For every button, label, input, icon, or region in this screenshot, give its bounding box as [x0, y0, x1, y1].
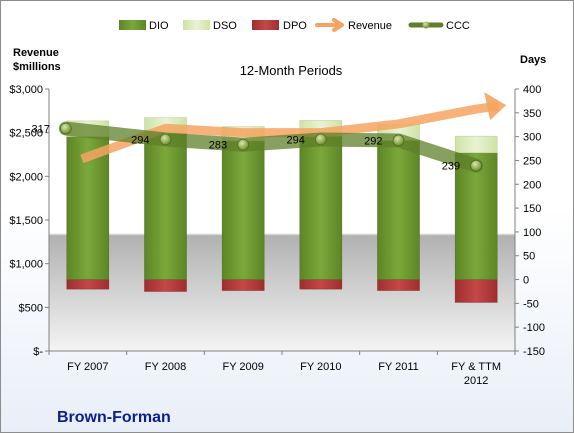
bar-dpo [377, 279, 420, 291]
right-axis-tick-label: -50 [523, 298, 539, 310]
ccc-marker [470, 159, 483, 172]
x-axis-category-label: FY 2007 [67, 361, 108, 373]
bar-dio [221, 140, 265, 280]
legend: DIO DSO DPO Revenue CCC [119, 18, 470, 32]
legend-label-dio: DIO [149, 20, 169, 32]
left-axis-tick-label: $500 [19, 302, 43, 314]
x-axis-category-label: FY 2011 [378, 361, 419, 373]
right-axis-tick-label: 200 [523, 179, 541, 191]
revenue-arrowhead [484, 92, 507, 121]
legend-swatch-revenue [315, 18, 344, 32]
bar-dio [377, 140, 420, 280]
ccc-marker [314, 133, 327, 146]
legend-swatch-ccc-marker [422, 21, 430, 29]
bar-dio [454, 152, 498, 280]
ccc-data-label: 292 [364, 135, 382, 147]
left-axis-tick-label: $2,000 [9, 171, 43, 183]
right-axis-tick-label: 100 [523, 227, 541, 239]
right-axis-tick-label: 0 [523, 275, 529, 287]
left-axis-title-line1: Revenue [13, 47, 59, 59]
bar-dpo [144, 279, 187, 292]
legend-label-revenue: Revenue [348, 20, 392, 32]
x-axis-category-label: FY & TTM [451, 361, 501, 373]
ccc-data-label: 294 [131, 134, 149, 146]
ccc-data-label: 317 [31, 124, 49, 136]
bar-dso [454, 135, 498, 154]
x-axis-category-label: 2012 [464, 375, 488, 387]
x-axis-category-label: FY 2009 [222, 361, 263, 373]
x-axis-category-label: FY 2008 [145, 361, 186, 373]
right-axis-tick-label: 350 [523, 108, 541, 120]
bar-dpo [454, 279, 498, 303]
legend-label-dso: DSO [213, 20, 237, 32]
chart-title: 12-Month Periods [240, 63, 343, 78]
left-axis-tick-label: $1,000 [9, 259, 43, 271]
right-axis-tick-label: 150 [523, 203, 541, 215]
ccc-data-label: 294 [286, 134, 304, 146]
legend-label-dpo: DPO [283, 20, 307, 32]
bar-dpo [299, 279, 343, 290]
right-axis-title: Days [520, 54, 546, 66]
legend-swatch-dpo [252, 20, 279, 30]
bar-dio [299, 135, 343, 280]
ccc-marker [237, 138, 250, 151]
right-axis-tick-label: 300 [523, 132, 541, 144]
ccc-data-label: 283 [209, 140, 227, 152]
left-axis-tick-label: $- [33, 346, 43, 358]
right-axis-tick-label: 50 [523, 251, 535, 263]
ccc-marker [392, 134, 405, 147]
left-axis-title-line2: $millions [13, 61, 61, 73]
bar-dpo [66, 279, 110, 290]
right-axis-tick-label: -150 [523, 346, 545, 358]
legend-label-ccc: CCC [446, 20, 470, 32]
x-axis-category-label: FY 2010 [300, 361, 341, 373]
ccc-data-label: 239 [442, 161, 460, 173]
right-axis-tick-label: 400 [523, 84, 541, 96]
legend-swatch-dio [119, 20, 146, 30]
right-axis-tick-label: 250 [523, 155, 541, 167]
company-label: Brown-Forman [57, 409, 171, 426]
right-axis-tick-label: -100 [523, 322, 545, 334]
bar-dpo [221, 279, 265, 291]
left-axis-tick-label: $3,000 [9, 84, 43, 96]
ccc-marker [59, 122, 72, 135]
ccc-marker [159, 133, 172, 146]
left-axis-tick-label: $1,500 [9, 215, 43, 227]
bar-dio [144, 133, 187, 280]
legend-swatch-dso [183, 20, 210, 30]
ccc-line [58, 121, 484, 173]
bar-dio [66, 136, 110, 280]
left-axis-tick-label: $2,500 [9, 128, 43, 140]
